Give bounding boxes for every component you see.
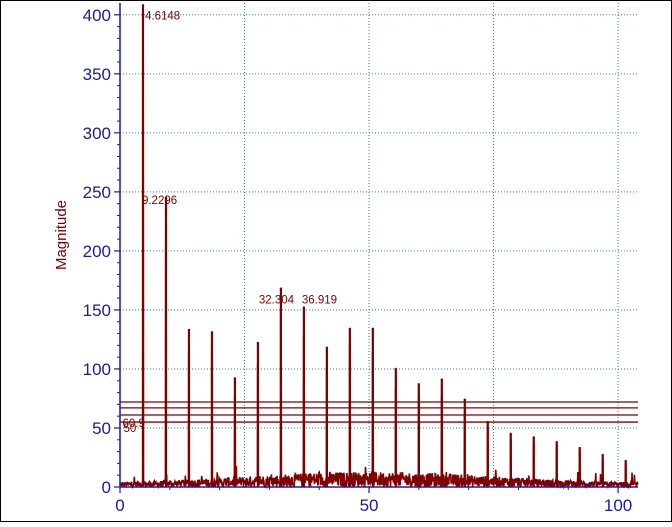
y-tick-label: 200 <box>83 242 111 261</box>
peak-point <box>210 331 214 334</box>
peak-point <box>509 432 512 436</box>
y-tick-label: 400 <box>83 6 111 25</box>
peak-point <box>394 367 398 371</box>
peak-point <box>371 327 375 331</box>
peak-point <box>164 196 168 199</box>
axis-layer <box>119 3 638 488</box>
y-tick-label: 50 <box>92 419 111 438</box>
peak-point <box>302 306 306 309</box>
x-tick-label: 100 <box>604 496 632 515</box>
peak-annotation: 60.9 <box>122 418 144 430</box>
tick-layer: 0 50 100 150 200 250 300 350 400 0 50 100 <box>83 6 633 515</box>
peak-point <box>325 346 329 349</box>
y-tick-label: 250 <box>83 183 111 202</box>
peak-annotation: 4.6148 <box>145 10 180 22</box>
x-tick-label: 50 <box>360 496 379 515</box>
x-tick-label: 0 <box>115 496 124 515</box>
peak-point <box>440 378 443 381</box>
peak-point <box>578 446 581 450</box>
threshold-layer <box>120 401 638 423</box>
peak-point <box>486 420 489 424</box>
peak-annotation: 50 <box>123 423 136 435</box>
peak-point <box>417 383 421 386</box>
peak-annotation: 36.919 <box>302 295 337 307</box>
annotation-layer: 4.6148 9.2296 36.919 32.304 60.950 <box>122 10 337 435</box>
peak-point <box>463 398 466 401</box>
peak-point <box>348 327 352 331</box>
grid-layer <box>120 3 638 487</box>
peak-point <box>532 436 535 439</box>
y-tick-label: 350 <box>83 65 111 84</box>
peak-point <box>141 4 145 7</box>
peak-annotation: 32.304 <box>259 295 295 307</box>
y-tick-label: 300 <box>83 124 111 143</box>
y-tick-label: 150 <box>83 301 111 320</box>
peak-annotation: 9.2296 <box>142 195 177 207</box>
y-tick-label: 100 <box>83 360 111 379</box>
peak-point <box>256 341 260 345</box>
peak-point <box>555 440 558 444</box>
spectrum-series-line <box>119 5 639 490</box>
peak-point <box>187 328 191 332</box>
y-axis-label: Magnitude <box>53 200 70 270</box>
peak-point <box>601 453 604 457</box>
peak-point <box>279 287 283 290</box>
peak-point <box>624 459 627 463</box>
series-layer <box>119 4 639 490</box>
peak-point <box>233 377 237 380</box>
y-tick-label: 0 <box>102 478 111 497</box>
